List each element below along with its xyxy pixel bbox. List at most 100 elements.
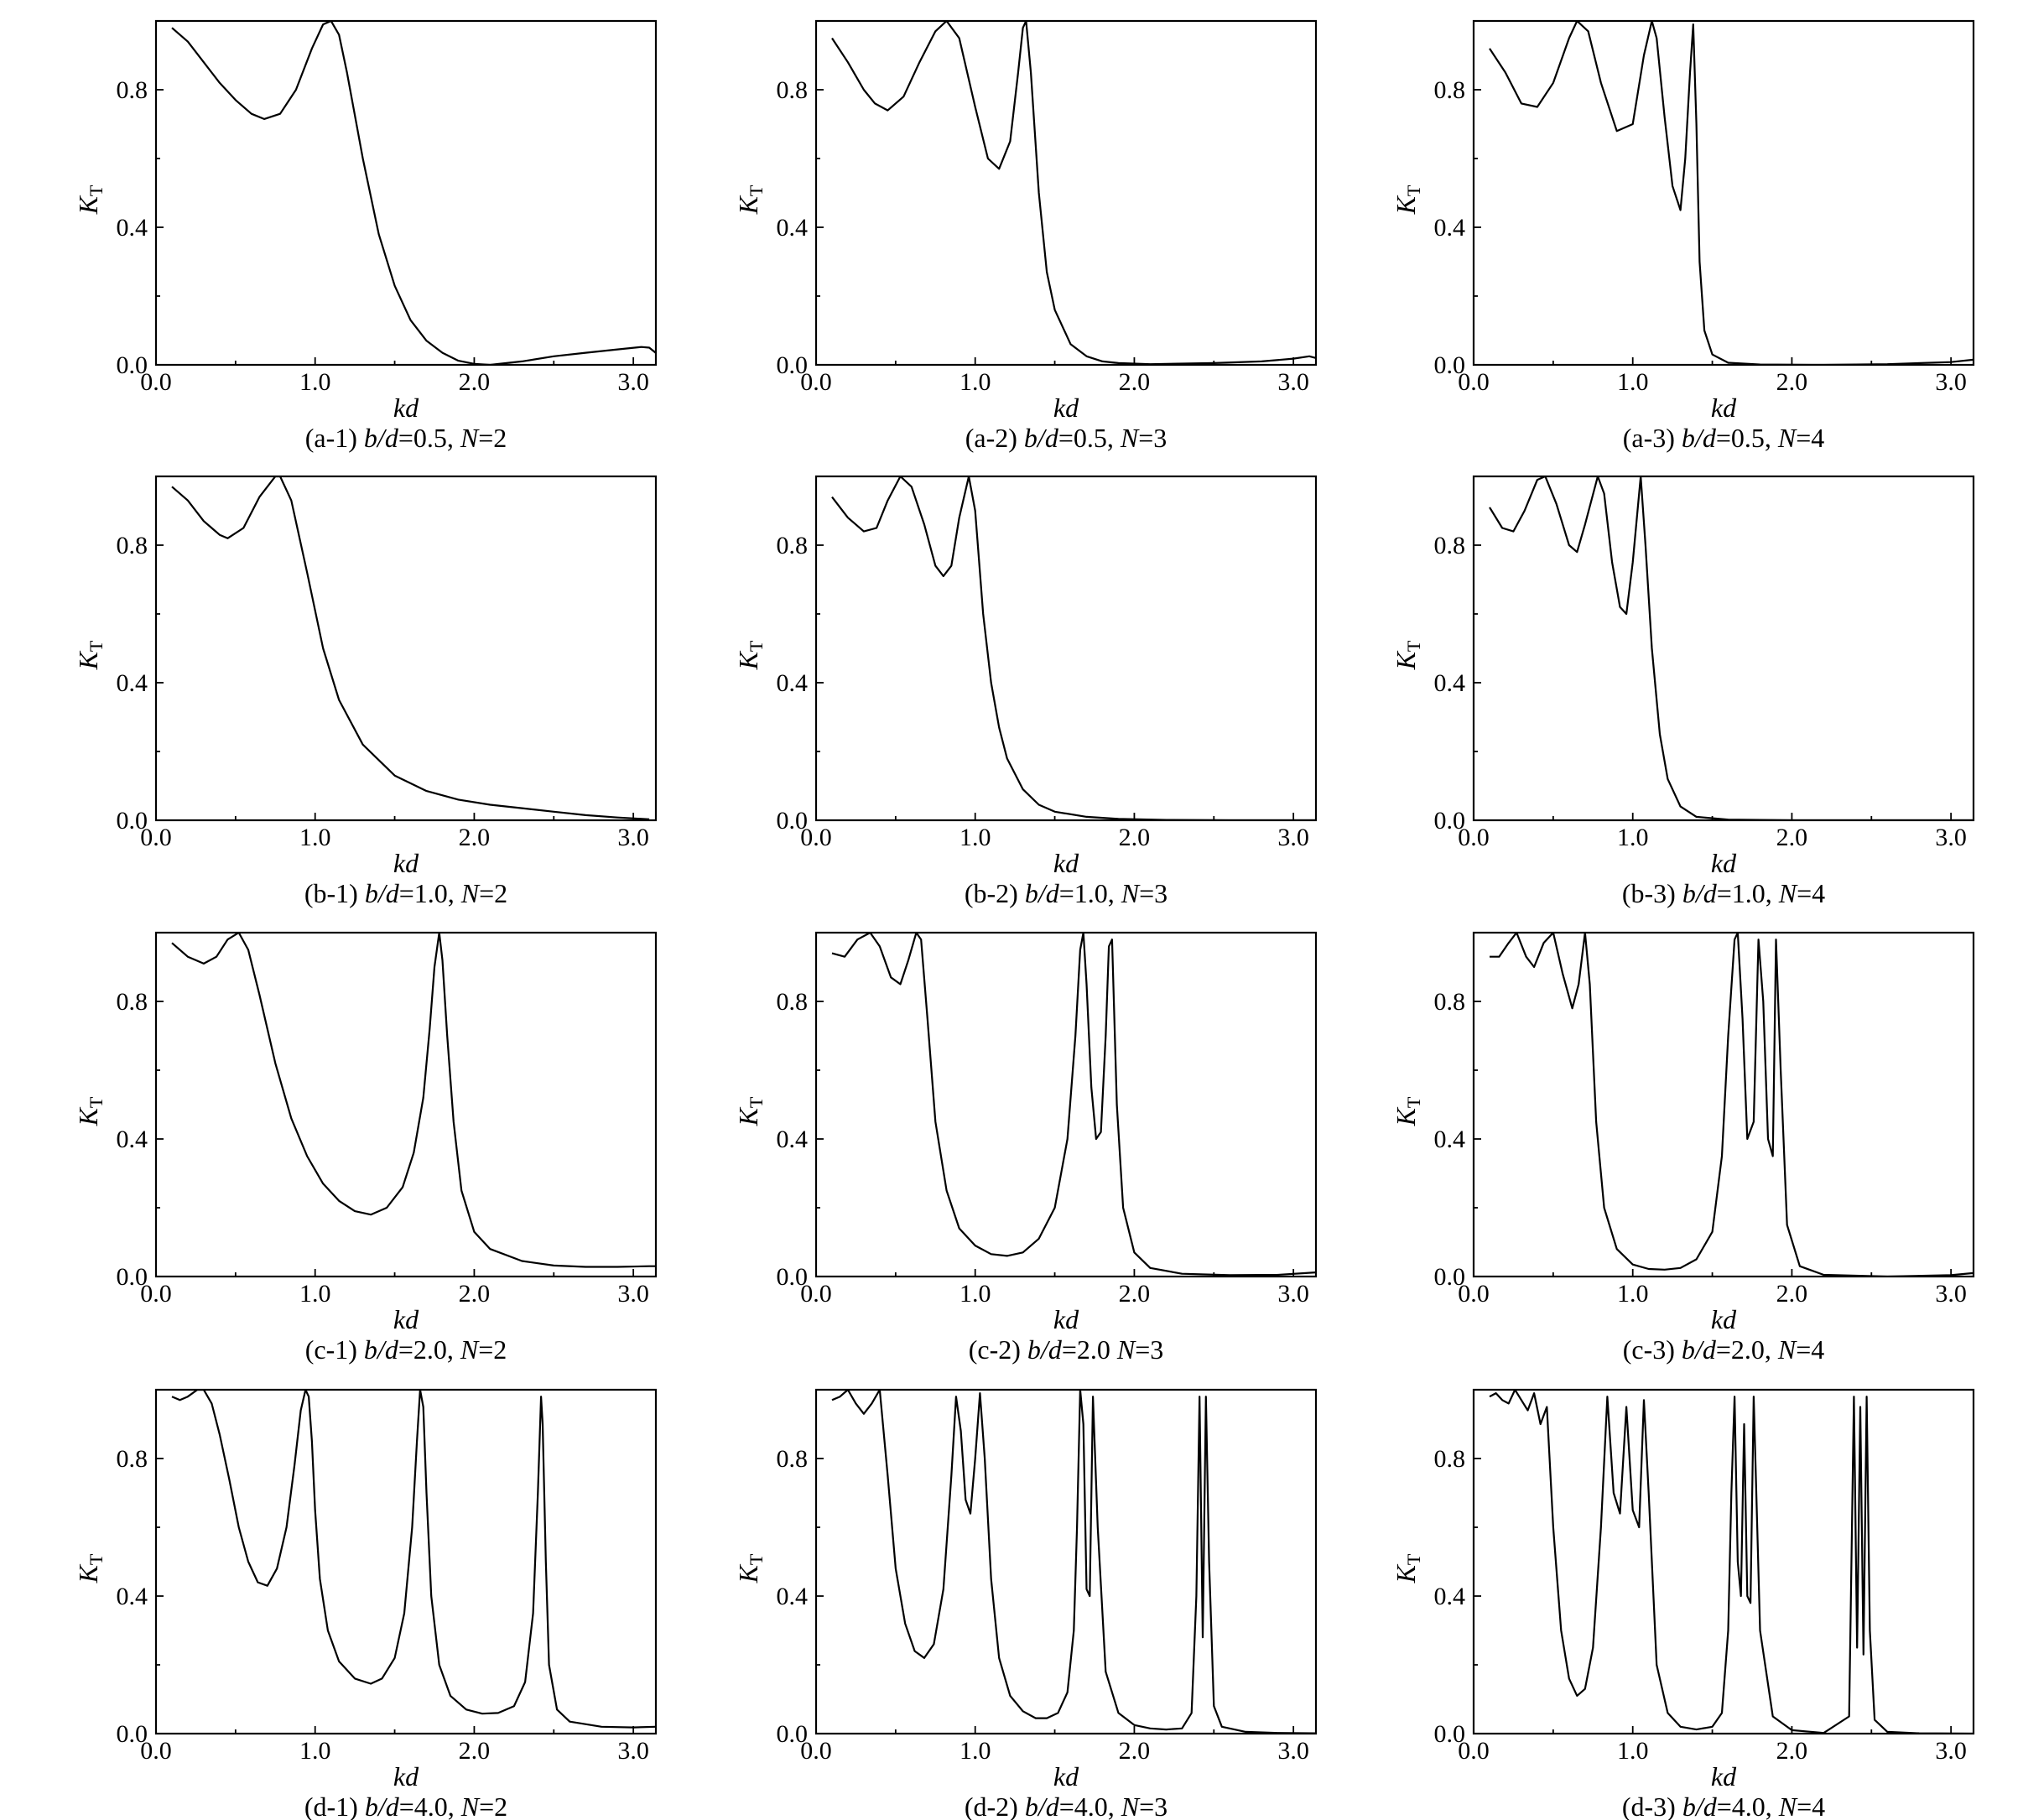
y-axis-label-main: K: [1391, 1106, 1421, 1126]
y-tick-label: 0.4: [117, 214, 148, 242]
y-axis-label: KT: [1391, 1553, 1424, 1583]
x-tick-label: 2.0: [459, 824, 491, 851]
x-tick-label: 3.0: [617, 1280, 649, 1308]
caption-n-value: =3: [1139, 878, 1168, 908]
x-tick-label: 3.0: [1935, 1737, 1967, 1765]
x-tick-label: 1.0: [1617, 1737, 1649, 1765]
panel-caption: (d-1) b/d=4.0, N=2: [304, 1791, 507, 1820]
caption-n-name: N: [1120, 423, 1140, 453]
x-tick-label: 0.0: [140, 824, 172, 851]
y-axis-label-sub: T: [746, 1553, 767, 1565]
caption-n-value: =4: [1797, 1791, 1825, 1820]
series-line: [1490, 933, 1974, 1277]
y-axis-label-main: K: [73, 1563, 103, 1583]
series-line: [1489, 476, 1974, 820]
x-tick-label: 0.0: [800, 368, 832, 396]
caption-n-name: N: [1121, 878, 1141, 908]
y-tick-label: 0.4: [1434, 214, 1466, 242]
series-line: [831, 1390, 1316, 1734]
caption-param-value: =1.0: [1717, 878, 1766, 908]
y-axis-label-sub: T: [86, 185, 107, 196]
y-axis-label-sub: T: [1403, 1096, 1424, 1108]
chart-panel-8: 0.0 1.0 2.0 3.0 0.0 0.4 0.8 kd KT (c-2) b/d=2.0 N…: [733, 931, 1318, 1365]
x-tick-label: 1.0: [959, 824, 991, 851]
x-tick-label: 1.0: [299, 824, 331, 851]
y-axis-label: KT: [73, 185, 107, 215]
plot-frame: [154, 475, 658, 822]
y-axis-label: KT: [73, 640, 107, 670]
x-axis-label: kd: [1711, 393, 1737, 423]
caption-param-value: =0.5: [1716, 423, 1765, 453]
caption-n-name: N: [1777, 423, 1797, 453]
caption-param-name: b/d: [1682, 878, 1718, 908]
y-tick-label: 0.0: [1434, 351, 1466, 379]
chart-panel-7: 0.0 1.0 2.0 3.0 0.0 0.4 0.8 kd KT (c-1) b/d=2.0, …: [73, 931, 658, 1365]
y-tick-label: 0.4: [117, 669, 148, 697]
y-tick-label: 0.4: [1434, 1126, 1466, 1153]
x-tick-label: 0.0: [140, 1280, 172, 1308]
x-tick-label: 0.0: [1458, 368, 1490, 396]
y-tick-label: 0.0: [117, 1720, 148, 1748]
y-axis-label-sub: T: [86, 640, 107, 652]
y-tick-label: 0.8: [117, 988, 148, 1016]
x-tick-label: 2.0: [459, 1280, 491, 1308]
caption-n-value: =4: [1797, 878, 1825, 908]
y-tick-label: 0.0: [117, 1263, 148, 1291]
caption-n-value: =2: [479, 1791, 507, 1820]
x-tick-label: 0.0: [140, 1737, 172, 1765]
caption-separator: ,: [1107, 423, 1121, 453]
y-tick-label: 0.8: [117, 1445, 148, 1473]
y-axis-label: KT: [73, 1553, 107, 1583]
caption-n-name: N: [1116, 1334, 1136, 1365]
caption-prefix: (b-3): [1622, 878, 1682, 908]
caption-separator: ,: [1765, 423, 1778, 453]
y-axis-label: KT: [1391, 640, 1424, 670]
chart-panel-4: 0.0 1.0 2.0 3.0 0.0 0.4 0.8 kd KT (b-1) b/d=1.0, …: [73, 475, 658, 908]
caption-prefix: (c-2): [969, 1334, 1027, 1365]
caption-param-value: =1.0: [1059, 878, 1108, 908]
panel-caption: (d-3) b/d=4.0, N=4: [1622, 1791, 1825, 1820]
x-tick-label: 3.0: [1935, 368, 1967, 396]
caption-prefix: (a-2): [965, 423, 1024, 453]
x-tick-label: 0.0: [1458, 1737, 1490, 1765]
x-tick-label: 2.0: [459, 368, 491, 396]
x-axis-label: kd: [1053, 848, 1079, 878]
caption-prefix: (d-2): [965, 1791, 1025, 1820]
chart-panel-11: 0.0 1.0 2.0 3.0 0.0 0.4 0.8 kd KT (d-2) b/d=4.0, …: [733, 1388, 1318, 1820]
y-axis-label-sub: T: [746, 640, 767, 652]
chart-panel-12: 0.0 1.0 2.0 3.0 0.0 0.4 0.8 kd KT (d-3) b/d=4.0, …: [1391, 1388, 1975, 1820]
x-tick-label: 0.0: [1458, 824, 1490, 851]
x-axis-label: kd: [393, 1304, 419, 1334]
y-axis-label-sub: T: [1403, 185, 1424, 196]
y-tick-label: 0.8: [777, 76, 809, 104]
series-line: [171, 21, 656, 365]
y-tick-label: 0.4: [777, 1126, 809, 1153]
x-axis-label: kd: [1711, 1761, 1737, 1791]
y-tick-label: 0.0: [117, 807, 148, 835]
y-tick-label: 0.8: [777, 1445, 809, 1473]
caption-n-value: =2: [479, 878, 507, 908]
y-tick-label: 0.8: [777, 532, 809, 559]
y-axis-label-sub: T: [746, 185, 767, 196]
chart-panel-10: 0.0 1.0 2.0 3.0 0.0 0.4 0.8 kd KT (d-1) b/d=4.0, …: [73, 1388, 658, 1820]
y-axis-label-sub: T: [1403, 1553, 1424, 1565]
series-line: [171, 476, 650, 820]
y-tick-label: 0.0: [777, 807, 809, 835]
caption-separator: ,: [1765, 1334, 1778, 1365]
x-tick-label: 2.0: [1119, 1280, 1151, 1308]
y-tick-label: 0.4: [777, 669, 809, 697]
y-axis-label-main: K: [733, 1563, 763, 1583]
caption-prefix: (b-2): [965, 878, 1025, 908]
caption-separator: [1110, 1334, 1117, 1365]
y-tick-label: 0.0: [117, 351, 148, 379]
y-axis-label: KT: [733, 185, 767, 215]
x-tick-label: 2.0: [1776, 1280, 1808, 1308]
x-tick-label: 1.0: [959, 1280, 991, 1308]
panel-caption: (c-3) b/d=2.0, N=4: [1623, 1334, 1825, 1365]
x-tick-label: 2.0: [1776, 368, 1808, 396]
x-tick-label: 2.0: [1119, 824, 1151, 851]
panel-caption: (a-3) b/d=0.5, N=4: [1623, 423, 1825, 453]
caption-param-name: b/d: [1025, 1791, 1060, 1820]
y-tick-label: 0.0: [777, 1263, 809, 1291]
